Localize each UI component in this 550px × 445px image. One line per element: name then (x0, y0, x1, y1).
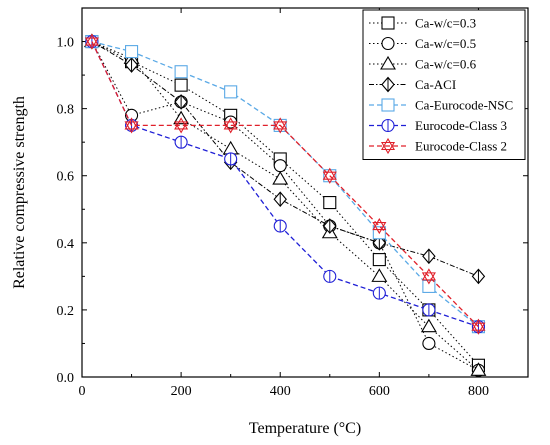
data-point (174, 78, 188, 92)
data-point (421, 268, 436, 281)
data-point (223, 117, 238, 130)
legend-marker (381, 36, 395, 51)
data-point (323, 196, 337, 210)
legend-marker (381, 98, 395, 112)
series-line (91, 41, 479, 328)
data-point (224, 85, 238, 99)
legend-marker (380, 137, 396, 151)
legend-marker-b (380, 141, 396, 155)
legend-label: Eurocode-Class 3 (415, 118, 507, 133)
data-point (372, 217, 387, 231)
data-point-b (471, 322, 486, 335)
legend: Ca-w/c=0.3 Ca-w/c=0.5 Ca-w/c=0.6 Ca-ACI Ca-E… (362, 9, 526, 160)
legend-label: Ca-w/c=0.5 (415, 36, 476, 51)
series-line (91, 41, 479, 277)
data-point-b (273, 121, 288, 134)
y-tick-label: 0.2 (57, 304, 75, 319)
legend-label: Eurocode-Class 2 (415, 139, 507, 154)
data-point (422, 336, 436, 351)
legend-label: Ca-Eurocode-NSC (415, 98, 513, 113)
data-point (371, 268, 388, 282)
x-tick-label: 600 (369, 384, 390, 399)
data-point (422, 279, 436, 293)
series-line (91, 41, 479, 371)
series-line (91, 40, 479, 328)
legend-marker (381, 16, 395, 30)
data-point-b (174, 121, 189, 134)
data-point (222, 140, 239, 155)
legend-label: Ca-w/c=0.3 (415, 16, 476, 31)
y-tick-label: 0.0 (57, 371, 75, 386)
data-point-b (421, 272, 436, 285)
y-tick-label: 0.8 (57, 103, 75, 118)
data-point-b (223, 121, 238, 134)
data-point (420, 318, 437, 333)
data-point (470, 362, 487, 376)
x-tick-label: 800 (468, 384, 489, 399)
data-point (124, 117, 139, 130)
x-tick-label: 0 (79, 384, 86, 399)
legend-marker (380, 55, 396, 70)
x-tick-label: 400 (270, 384, 291, 399)
y-tick-label: 0.4 (57, 237, 75, 252)
data-point (273, 117, 288, 130)
series-3 (85, 33, 486, 285)
data-point (84, 33, 99, 46)
data-point (273, 159, 287, 173)
series-6 (84, 33, 486, 335)
data-point-b (124, 121, 139, 134)
series-layer (83, 33, 487, 377)
data-point-b (322, 171, 337, 184)
data-point (471, 318, 486, 331)
plot-area (81, 7, 529, 378)
legend-label: Ca-w/c=0.6 (415, 57, 477, 72)
data-point (174, 65, 188, 79)
x-axis-title: Temperature (°C) (249, 420, 361, 437)
y-axis-title: Relative compressive strength (11, 96, 28, 289)
data-point (322, 167, 337, 180)
data-point-b (372, 221, 387, 235)
y-tick-label: 0.6 (57, 170, 75, 185)
data-point-b (84, 37, 99, 50)
x-tick-label: 200 (171, 384, 192, 399)
data-point (174, 117, 189, 130)
y-tick-label: 1.0 (57, 36, 75, 51)
plot-frame (81, 7, 529, 378)
data-point (272, 170, 289, 185)
data-point (125, 45, 139, 59)
data-point (372, 253, 386, 267)
legend-label: Ca-ACI (415, 77, 456, 92)
